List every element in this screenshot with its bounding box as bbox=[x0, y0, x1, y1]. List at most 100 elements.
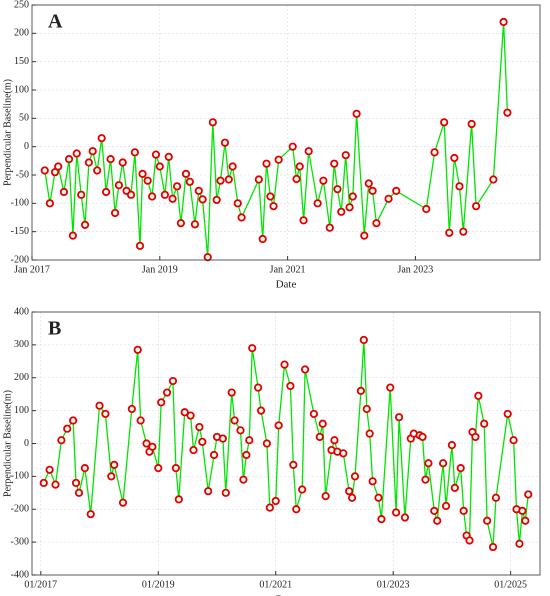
data-point bbox=[80, 464, 89, 473]
data-point bbox=[274, 421, 283, 430]
data-point bbox=[157, 398, 166, 407]
data-point bbox=[57, 436, 66, 445]
data-point bbox=[68, 231, 77, 240]
data-point bbox=[430, 148, 439, 157]
data-point bbox=[208, 118, 217, 127]
data-point bbox=[377, 515, 386, 524]
data-point bbox=[143, 176, 152, 185]
data-point bbox=[209, 450, 219, 460]
data-point bbox=[220, 138, 230, 147]
data-point bbox=[198, 195, 207, 204]
data-point bbox=[148, 442, 157, 451]
data-point bbox=[74, 488, 84, 497]
y-tick-label: -150 bbox=[11, 226, 29, 237]
plot-frame bbox=[31, 311, 541, 576]
data-point bbox=[459, 227, 468, 236]
data-point bbox=[254, 175, 263, 184]
data-point bbox=[227, 388, 236, 397]
data-point bbox=[265, 503, 274, 512]
data-point bbox=[45, 199, 54, 208]
data-point bbox=[171, 464, 180, 473]
data-point bbox=[330, 159, 339, 168]
data-point bbox=[110, 460, 119, 469]
data-point bbox=[204, 487, 213, 496]
x-tick-label: Jan 2019 bbox=[142, 264, 178, 275]
data-point bbox=[521, 516, 530, 525]
data-point bbox=[224, 175, 233, 184]
y-tick-label: -200 bbox=[11, 504, 29, 515]
data-point bbox=[345, 203, 354, 212]
data-point bbox=[93, 166, 102, 175]
data-point bbox=[186, 411, 195, 420]
y-tick-label: 0 bbox=[24, 141, 29, 152]
data-point bbox=[212, 195, 221, 205]
data-point bbox=[274, 155, 283, 164]
data-point bbox=[126, 190, 136, 199]
data-point bbox=[348, 192, 357, 201]
data-point bbox=[237, 213, 246, 222]
x-tick-label: 01/2017 bbox=[24, 579, 57, 590]
data-point bbox=[138, 169, 147, 178]
plot-area bbox=[32, 5, 540, 260]
data-point bbox=[300, 365, 310, 374]
data-point bbox=[421, 475, 430, 484]
data-point bbox=[106, 155, 115, 164]
data-point bbox=[110, 208, 120, 218]
data-point bbox=[365, 429, 374, 438]
data-point bbox=[292, 505, 301, 514]
x-tick-label: 01/2021 bbox=[259, 579, 292, 590]
data-point bbox=[315, 432, 324, 442]
data-point bbox=[318, 419, 327, 428]
data-point bbox=[288, 142, 297, 151]
data-point bbox=[118, 158, 127, 167]
data-point bbox=[325, 223, 334, 232]
data-point bbox=[84, 158, 93, 167]
data-point bbox=[400, 513, 410, 522]
data-point bbox=[430, 506, 439, 515]
data-point bbox=[130, 148, 139, 157]
data-point bbox=[245, 436, 254, 445]
data-point bbox=[474, 391, 483, 400]
data-point bbox=[71, 478, 81, 488]
data-point bbox=[164, 152, 173, 161]
data-point bbox=[248, 344, 257, 353]
data-point bbox=[350, 472, 360, 481]
y-tick-label: 200 bbox=[14, 372, 29, 383]
data-point bbox=[483, 516, 492, 525]
data-point bbox=[102, 187, 111, 197]
x-tick-label: Jan 2021 bbox=[270, 264, 306, 275]
data-point bbox=[258, 234, 267, 244]
data-point bbox=[515, 539, 524, 548]
y-tick-label: -100 bbox=[11, 198, 29, 209]
data-point bbox=[40, 166, 49, 175]
y-tick-label: -300 bbox=[11, 536, 29, 547]
data-point bbox=[488, 542, 498, 552]
panel: -400 -300 -200 -100 0 100 200 300 400 01/2017 01/2… bbox=[2, 306, 541, 596]
data-point bbox=[269, 202, 278, 211]
data-point bbox=[142, 439, 151, 448]
y-axis-label: Perpendicular Baseline(m) bbox=[2, 79, 13, 186]
y-tick-label: -50 bbox=[16, 169, 29, 180]
data-point bbox=[95, 401, 104, 410]
data-point bbox=[433, 516, 442, 525]
data-point bbox=[339, 449, 348, 458]
data-point bbox=[155, 162, 164, 171]
data-point bbox=[135, 241, 145, 250]
data-point bbox=[459, 506, 468, 515]
data-point bbox=[352, 109, 361, 118]
data-point bbox=[162, 388, 172, 397]
x-tick-label: 01/2023 bbox=[377, 579, 410, 590]
data-point bbox=[118, 498, 128, 507]
data-point bbox=[422, 204, 431, 214]
data-point bbox=[63, 424, 72, 433]
y-axis-label: Perpendicular Baseline(m) bbox=[2, 390, 13, 497]
data-point bbox=[330, 436, 339, 445]
data-point bbox=[239, 475, 248, 484]
data-point bbox=[114, 181, 124, 190]
data-point bbox=[262, 439, 272, 448]
data-point bbox=[491, 493, 501, 502]
data-point bbox=[262, 159, 271, 168]
data-point bbox=[455, 182, 464, 191]
data-point bbox=[321, 491, 330, 501]
